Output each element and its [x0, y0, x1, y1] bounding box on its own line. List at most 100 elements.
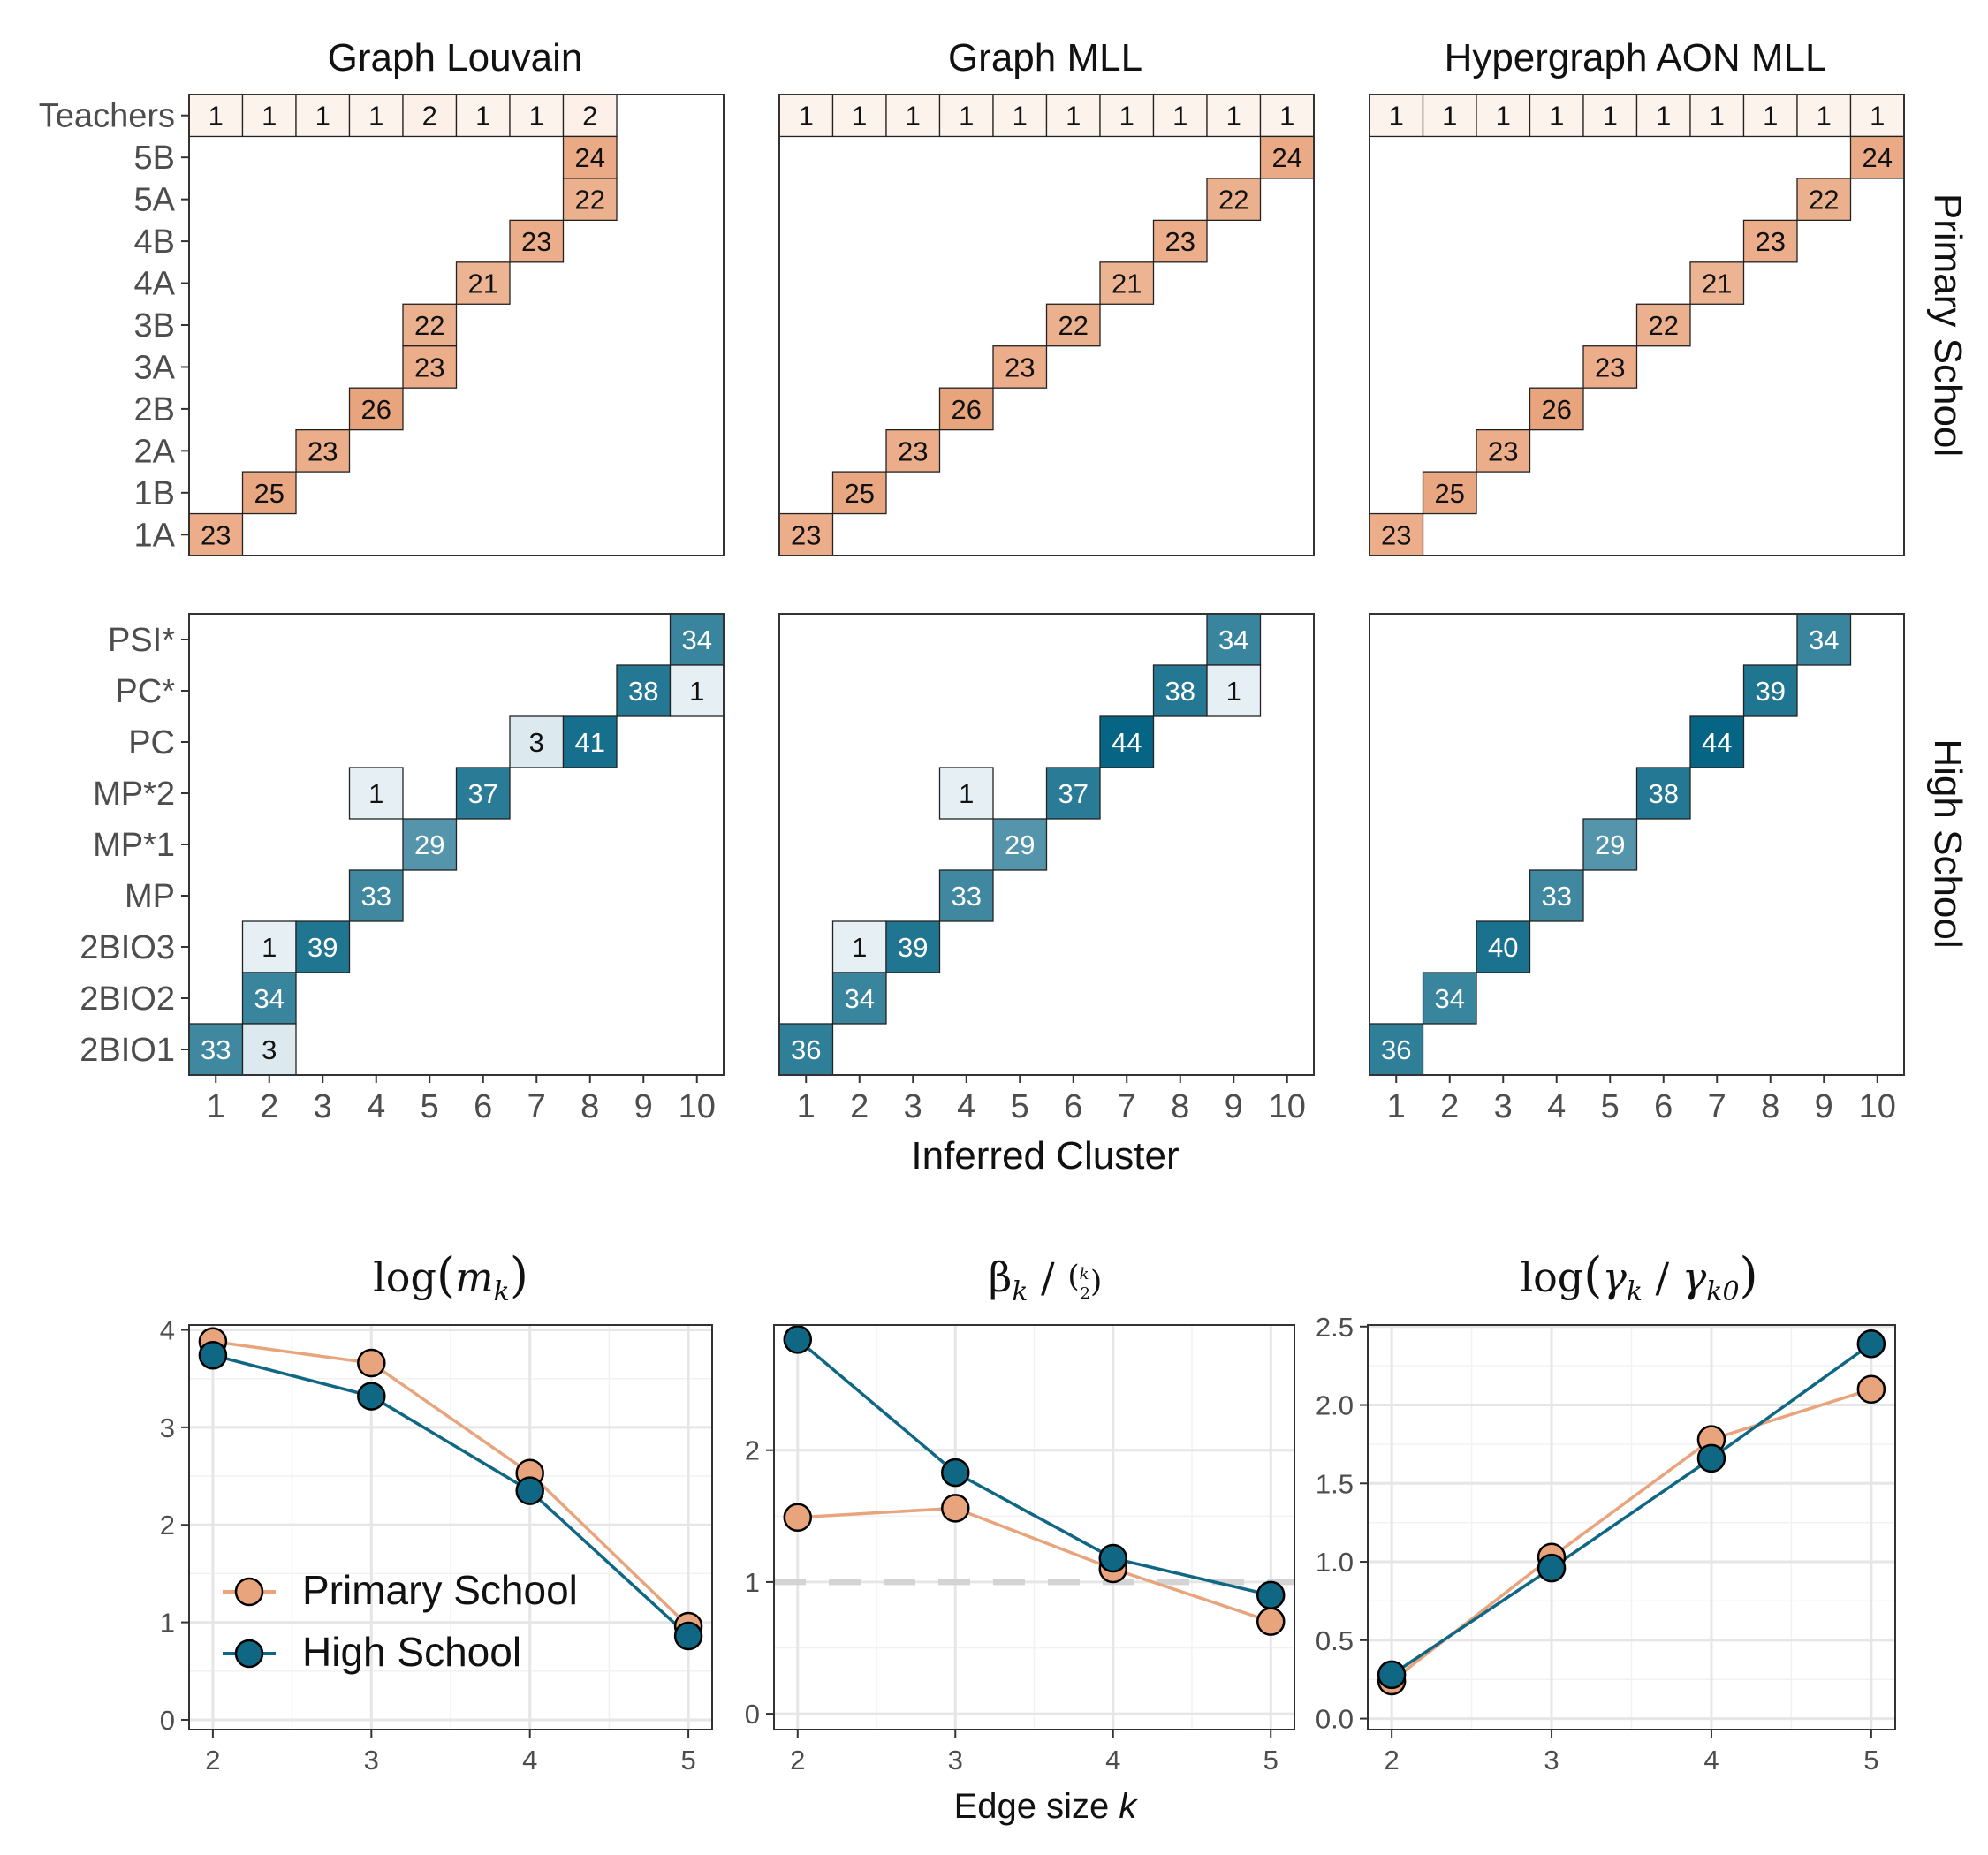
cell-pc-7 — [509, 716, 565, 768]
cell-psi-10 — [669, 613, 725, 666]
cell-3b-5 — [402, 303, 458, 347]
cell-teachers-6 — [455, 94, 511, 138]
x-tick-label-4: 4 — [957, 1088, 975, 1125]
cell-label-2bio1-2: 3 — [262, 1034, 277, 1065]
cell-mp-2-4 — [938, 767, 994, 820]
cell-3a-5 — [992, 345, 1048, 389]
y-tick-label-5b: 5B — [134, 140, 175, 177]
cell-label-2bio2-2: 34 — [254, 983, 285, 1014]
cell-label-2a-3: 23 — [1488, 435, 1518, 466]
panel-border — [778, 94, 1315, 556]
cell-label-2b-4: 26 — [361, 394, 391, 425]
cell-label-1b-2: 25 — [1435, 478, 1465, 509]
cell-label-pc-8: 38 — [1165, 676, 1195, 707]
cell-label-4b-8: 23 — [1165, 226, 1195, 257]
cell-2a-3 — [885, 428, 941, 473]
panel-border — [1369, 613, 1905, 1076]
y-tick-label-pc: PC* — [115, 673, 175, 710]
point-primary-school-k3 — [941, 1494, 970, 1523]
panel-border — [778, 613, 1315, 1076]
cell-label-5b-10: 24 — [1863, 142, 1893, 173]
y-tick-label: 3 — [160, 1412, 175, 1443]
y-tick-label-2bio2: 2BIO2 — [80, 980, 175, 1018]
cell-label-3b-5: 22 — [414, 310, 444, 341]
cell-label-5a-8: 22 — [575, 185, 605, 216]
series-line-primary-school — [1391, 1388, 1872, 1683]
cell-label-psi-10: 34 — [682, 625, 712, 655]
x-tick-label-5: 5 — [421, 1088, 439, 1125]
cell-teachers-8 — [562, 94, 618, 138]
panel-border — [1369, 94, 1905, 556]
cell-pc-7 — [1689, 716, 1745, 768]
cell-mp-4 — [938, 869, 994, 922]
x-axis-label-edge-size-text: Edge size — [954, 1787, 1119, 1826]
cell-2b-4 — [348, 387, 404, 431]
point-high-school-k5 — [1256, 1580, 1286, 1610]
point-high-school-k5 — [673, 1621, 703, 1651]
cell-4a-6 — [455, 261, 511, 305]
cell-mp-2-4 — [348, 767, 404, 820]
x-tick-label-7: 7 — [1118, 1088, 1136, 1125]
cell-label-teachers-8: 1 — [1172, 101, 1187, 132]
strip-high-school: High School — [1926, 738, 1969, 948]
x-tick-label-1: 1 — [1387, 1088, 1406, 1125]
cell-5a-9 — [1206, 178, 1262, 222]
cell-label-2bio3-2: 1 — [262, 932, 277, 963]
cell-1b-2 — [1422, 471, 1477, 515]
cell-mp-1-5 — [1582, 818, 1638, 871]
y-tick-label-4a: 4A — [134, 266, 176, 303]
cell-psi-9 — [1796, 613, 1852, 666]
cell-teachers-4 — [1529, 94, 1584, 138]
cell-label-3a-5: 23 — [1005, 352, 1035, 382]
y-tick-label-1a: 1A — [134, 517, 176, 554]
cell-label-teachers-1: 1 — [799, 101, 814, 132]
legend: Primary School High School — [223, 1567, 578, 1675]
point-primary-school-k5 — [1856, 1374, 1886, 1404]
x-tick-label: 3 — [364, 1745, 379, 1776]
cell-label-1a-1: 23 — [791, 519, 821, 550]
cell-label-1b-2: 25 — [254, 478, 285, 509]
cell-2bio1-1 — [1369, 1023, 1424, 1076]
cell-mp-2-6 — [1635, 767, 1691, 820]
point-primary-school-k3 — [357, 1348, 386, 1378]
cell-label-3a-5: 23 — [1595, 352, 1625, 382]
heatmap-primary-hypergraph-aon-mll: 1 1 1 1 1 1 1 1 1 1 24 22 23 21 22 23 26 23 25 23 — [1369, 94, 1905, 556]
panel-border — [773, 1324, 1295, 1730]
cell-label-teachers-9: 1 — [1817, 101, 1832, 132]
line-title-log-gamma: log(γk / γk0) — [1520, 1247, 1757, 1307]
x-tick-label: 3 — [1544, 1745, 1559, 1776]
cell-label-psi-9: 34 — [1218, 625, 1248, 655]
series-line-primary-school — [797, 1506, 1271, 1624]
cell-label-5b-8: 24 — [575, 142, 605, 173]
x-tick-label: 2 — [1385, 1745, 1400, 1776]
point-high-school-k3 — [357, 1382, 386, 1411]
cell-2bio3-3 — [295, 920, 351, 973]
y-tick-label-1b: 1B — [134, 475, 175, 512]
point-high-school-k3 — [1537, 1553, 1567, 1583]
cell-label-pc-9: 38 — [628, 676, 658, 707]
cell-1a-1 — [778, 512, 834, 556]
cell-label-teachers-9: 1 — [1226, 101, 1241, 132]
cell-label-teachers-7: 1 — [1710, 101, 1725, 132]
y-tick-label-mp-2: MP*2 — [93, 776, 175, 813]
cell-label-teachers-5: 1 — [1603, 101, 1618, 132]
cell-label-5b-10: 24 — [1272, 142, 1302, 173]
cell-label-mp-1-5: 29 — [1005, 829, 1035, 860]
cell-label-teachers-2: 1 — [852, 101, 867, 132]
cell-teachers-6 — [1635, 94, 1691, 138]
y-tick-label: 0 — [745, 1699, 760, 1730]
cell-label-2bio3-2: 1 — [852, 932, 867, 963]
cell-label-4b-8: 23 — [1756, 226, 1786, 257]
x-tick-label-10: 10 — [1859, 1088, 1896, 1125]
cell-label-teachers-3: 1 — [315, 101, 330, 132]
cell-teachers-4 — [938, 94, 994, 138]
y-tick-label-2bio3: 2BIO3 — [80, 929, 175, 966]
cell-label-2bio1-1: 36 — [791, 1034, 821, 1065]
cell-label-teachers-10: 1 — [1870, 101, 1885, 132]
cell-pc-9 — [616, 664, 672, 717]
cell-label-teachers-2: 1 — [1442, 101, 1457, 132]
cell-5b-8 — [562, 135, 618, 179]
cell-label-2bio3-3: 40 — [1488, 932, 1518, 963]
cell-2bio1-1 — [188, 1023, 244, 1076]
heatmap-primary-graph-mll: 1 1 1 1 1 1 1 1 1 1 24 22 23 21 22 23 26 23 25 23 — [778, 94, 1315, 556]
